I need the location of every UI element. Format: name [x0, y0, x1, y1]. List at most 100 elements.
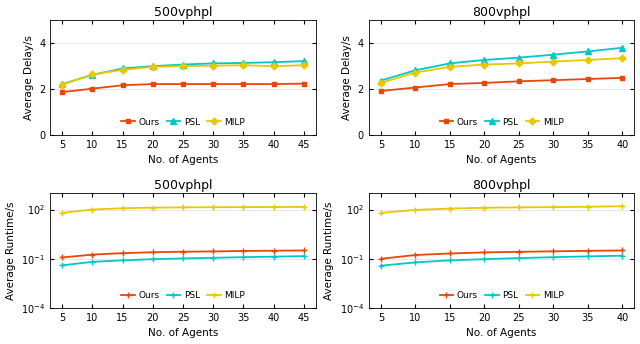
- PSL: [88, 73, 96, 77]
- MILP: [618, 56, 626, 60]
- MILP: [239, 63, 247, 67]
- Ours: [209, 249, 217, 254]
- X-axis label: No. of Agents: No. of Agents: [467, 329, 537, 338]
- Ours: [584, 77, 592, 81]
- Ours: [300, 248, 308, 252]
- PSL: [209, 61, 217, 65]
- X-axis label: No. of Agents: No. of Agents: [148, 155, 218, 165]
- MILP: [377, 211, 385, 215]
- MILP: [149, 65, 157, 69]
- Ours: [446, 82, 454, 86]
- MILP: [412, 71, 419, 75]
- PSL: [149, 64, 157, 68]
- MILP: [179, 205, 187, 209]
- PSL: [239, 255, 247, 259]
- Line: PSL: PSL: [378, 45, 625, 83]
- PSL: [239, 61, 247, 65]
- Line: PSL: PSL: [378, 252, 626, 269]
- PSL: [179, 63, 187, 67]
- Ours: [269, 249, 277, 253]
- MILP: [412, 208, 419, 212]
- Ours: [412, 253, 419, 257]
- Line: MILP: MILP: [378, 56, 625, 85]
- PSL: [550, 53, 557, 57]
- MILP: [300, 205, 308, 209]
- MILP: [209, 64, 217, 68]
- PSL: [209, 256, 217, 260]
- PSL: [412, 260, 419, 265]
- MILP: [58, 83, 66, 87]
- MILP: [550, 205, 557, 209]
- Title: 800vphpl: 800vphpl: [472, 6, 531, 19]
- Line: PSL: PSL: [59, 252, 307, 269]
- PSL: [300, 254, 308, 258]
- MILP: [88, 72, 96, 76]
- PSL: [58, 263, 66, 267]
- PSL: [269, 255, 277, 259]
- Ours: [119, 83, 127, 87]
- MILP: [149, 206, 157, 210]
- Ours: [515, 79, 523, 83]
- X-axis label: No. of Agents: No. of Agents: [467, 155, 537, 165]
- Ours: [119, 251, 127, 255]
- Ours: [149, 250, 157, 254]
- Ours: [58, 90, 66, 94]
- PSL: [550, 255, 557, 259]
- Title: 500vphpl: 500vphpl: [154, 179, 212, 192]
- PSL: [618, 46, 626, 50]
- Ours: [618, 248, 626, 252]
- Ours: [179, 82, 187, 86]
- MILP: [269, 205, 277, 209]
- PSL: [481, 58, 488, 62]
- MILP: [377, 81, 385, 85]
- Legend: Ours, PSL, MILP: Ours, PSL, MILP: [117, 114, 248, 130]
- PSL: [119, 66, 127, 71]
- Ours: [618, 76, 626, 80]
- Line: PSL: PSL: [60, 58, 307, 87]
- Ours: [239, 82, 247, 86]
- PSL: [515, 56, 523, 60]
- MILP: [209, 205, 217, 209]
- MILP: [58, 211, 66, 215]
- Title: 500vphpl: 500vphpl: [154, 6, 212, 19]
- PSL: [618, 254, 626, 258]
- MILP: [446, 206, 454, 211]
- Legend: Ours, PSL, MILP: Ours, PSL, MILP: [117, 287, 248, 303]
- Ours: [149, 82, 157, 86]
- PSL: [269, 60, 277, 64]
- Ours: [412, 85, 419, 89]
- Line: Ours: Ours: [378, 247, 626, 262]
- Ours: [481, 250, 488, 255]
- Ours: [88, 87, 96, 91]
- Y-axis label: Average Delay/s: Average Delay/s: [342, 35, 352, 120]
- PSL: [446, 61, 454, 65]
- Y-axis label: Average Runtime/s: Average Runtime/s: [324, 201, 334, 300]
- Ours: [269, 82, 277, 86]
- Ours: [179, 250, 187, 254]
- Ours: [481, 81, 488, 85]
- Y-axis label: Average Runtime/s: Average Runtime/s: [6, 201, 15, 300]
- MILP: [269, 64, 277, 68]
- MILP: [119, 68, 127, 72]
- MILP: [584, 205, 592, 209]
- PSL: [119, 258, 127, 262]
- MILP: [446, 65, 454, 69]
- MILP: [481, 63, 488, 67]
- MILP: [481, 206, 488, 210]
- Ours: [88, 252, 96, 257]
- Y-axis label: Average Delay/s: Average Delay/s: [24, 35, 33, 120]
- MILP: [179, 64, 187, 68]
- Ours: [58, 255, 66, 259]
- Ours: [209, 82, 217, 86]
- Legend: Ours, PSL, MILP: Ours, PSL, MILP: [436, 114, 567, 130]
- PSL: [584, 50, 592, 54]
- PSL: [300, 59, 308, 63]
- MILP: [515, 61, 523, 65]
- MILP: [550, 60, 557, 64]
- Ours: [584, 249, 592, 253]
- Title: 800vphpl: 800vphpl: [472, 179, 531, 192]
- PSL: [179, 256, 187, 260]
- Line: MILP: MILP: [59, 204, 307, 216]
- PSL: [377, 264, 385, 268]
- Ours: [515, 250, 523, 254]
